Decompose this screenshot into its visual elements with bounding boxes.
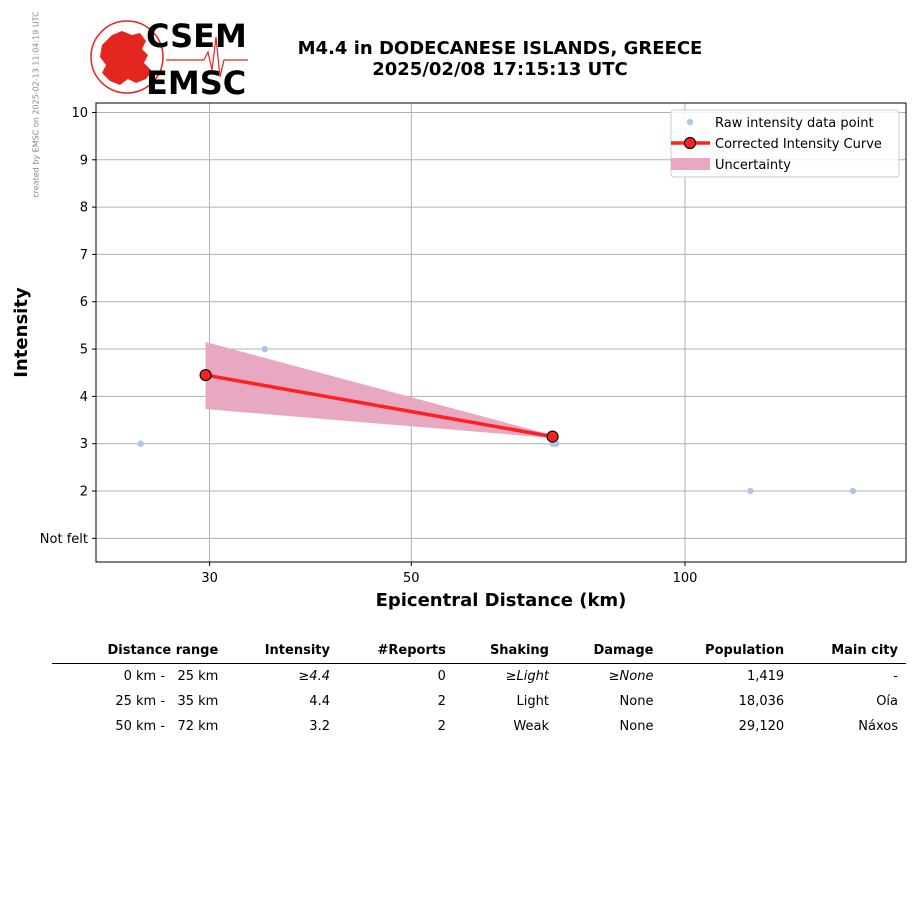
col-population: Population <box>661 640 793 664</box>
raw-data-point <box>849 487 857 495</box>
col-shaking: Shaking <box>453 640 557 664</box>
cell-population: 18,036 <box>738 694 785 709</box>
y-tick-label: 3 <box>80 437 88 452</box>
legend-curve-marker <box>683 136 697 150</box>
cell-reports: 2 <box>437 719 446 734</box>
cell-main-city: Oía <box>876 694 898 709</box>
x-axis-label: Epicentral Distance (km) <box>376 590 627 611</box>
plot-frame <box>95 102 907 563</box>
cell-shaking: ≥Light <box>505 669 549 684</box>
y-tick-label: 7 <box>80 248 88 263</box>
cell-intensity: 4.4 <box>309 694 330 709</box>
raw-data-point <box>747 487 754 495</box>
cell-distance-range: 50 km - 72 km <box>115 719 219 734</box>
chart-title: M4.4 in DODECANESE ISLANDS, GREECE 2025/… <box>240 38 760 80</box>
y-axis-label: Intensity <box>11 287 32 378</box>
y-tick-label: 8 <box>80 201 88 216</box>
y-tick-label: 9 <box>80 153 88 168</box>
table-header-row: Distance range Intensity #Reports Shakin… <box>52 640 906 664</box>
legend-uncertainty-swatch <box>671 158 710 170</box>
logo-seismogram <box>166 36 248 78</box>
x-tick-label: 30 <box>201 571 218 586</box>
y-tick-label: Not felt <box>40 532 88 547</box>
logo-text-bottom: EMSC <box>146 64 246 99</box>
cell-distance-range: 0 km - 25 km <box>123 669 219 684</box>
col-intensity: Intensity <box>226 640 338 664</box>
corrected-intensity-point <box>199 368 212 382</box>
table-row: 0 km - 25 km ≥4.4 0 ≥Light ≥None 1,419 - <box>52 664 906 690</box>
cell-damage: None <box>619 719 654 734</box>
cell-reports: 0 <box>437 669 446 684</box>
title-line-1: M4.4 in DODECANESE ISLANDS, GREECE <box>297 38 703 59</box>
y-tick-label: 2 <box>80 485 88 500</box>
legend-label-curve: Corrected Intensity Curve <box>715 137 882 152</box>
legend-label-uncertainty: Uncertainty <box>715 158 791 173</box>
intensity-chart: Not felt 2 3 4 5 6 7 8 9 10 30 50 100 Epicentral Dist… <box>11 102 907 611</box>
logo-map <box>100 31 152 85</box>
raw-data-point <box>261 345 268 353</box>
cell-intensity: 3.2 <box>309 719 330 734</box>
cell-shaking: Weak <box>513 719 549 734</box>
col-main-city: Main city <box>792 640 906 664</box>
col-distance-range: Distance range <box>52 640 227 664</box>
y-tick-label: 6 <box>80 295 88 310</box>
x-tick-label: 100 <box>673 571 698 586</box>
col-damage: Damage <box>557 640 662 664</box>
x-tick-label: 50 <box>403 571 420 586</box>
uncertainty-band <box>205 341 553 439</box>
legend-raw-marker <box>686 118 694 126</box>
y-tick-label: 5 <box>80 343 88 358</box>
cell-intensity: ≥4.4 <box>298 669 330 684</box>
intensity-summary-table: Distance range Intensity #Reports Shakin… <box>52 640 906 739</box>
y-tick-label: 10 <box>71 106 88 121</box>
table-row: 50 km - 72 km 3.2 2 Weak None 29,120 Náx… <box>52 714 906 739</box>
cell-damage: None <box>619 694 654 709</box>
y-tick-label: 4 <box>80 390 88 405</box>
cell-damage: ≥None <box>608 669 654 684</box>
corrected-intensity-line <box>205 373 553 439</box>
cell-main-city: Náxos <box>858 719 898 734</box>
cell-main-city: - <box>893 669 898 684</box>
chart-legend: Raw intensity data point Corrected Intens… <box>670 109 900 178</box>
cell-population: 1,419 <box>746 669 785 684</box>
emsc-logo: CSEM EMSC <box>90 17 248 99</box>
cell-shaking: Light <box>516 694 549 709</box>
cell-distance-range: 25 km - 35 km <box>115 694 219 709</box>
cell-reports: 2 <box>437 694 446 709</box>
logo-text-top: CSEM <box>146 17 247 55</box>
cell-population: 29,120 <box>738 719 785 734</box>
title-line-2: 2025/02/08 17:15:13 UTC <box>372 59 628 80</box>
logo-globe <box>90 20 164 94</box>
legend-label-raw: Raw intensity data point <box>715 116 874 131</box>
col-reports: #Reports <box>337 640 454 664</box>
raw-data-point <box>137 440 144 447</box>
corrected-intensity-point <box>546 430 559 443</box>
table-row: 25 km - 35 km 4.4 2 Light None 18,036 Oí… <box>52 689 906 714</box>
